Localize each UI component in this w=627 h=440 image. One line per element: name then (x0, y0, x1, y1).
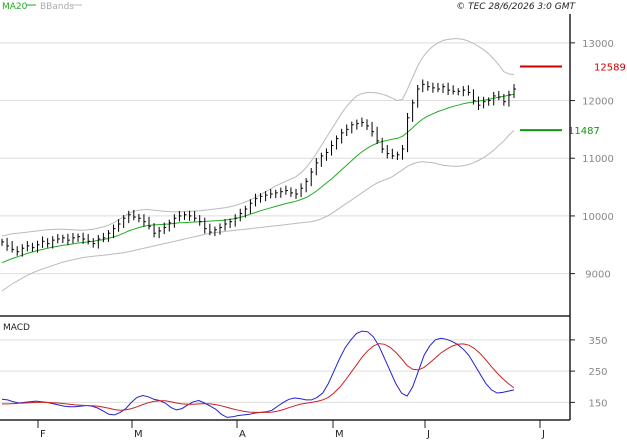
macd-ytick-label: 250 (588, 367, 607, 378)
macd-ytick-label: 150 (588, 398, 607, 409)
bollinger-bands (1, 38, 515, 292)
macd-lines (1, 330, 515, 418)
price-levels: 12589 11487 (520, 63, 626, 137)
price-bars (1, 79, 516, 257)
timestamp: © TEC 28/6/2026 3:0 GMT (456, 2, 576, 12)
price-ytick-label: 10000 (582, 212, 614, 223)
price-y-axis: 9000 10000 11000 12000 13000 (570, 39, 614, 281)
price-ytick-label: 12000 (582, 97, 614, 108)
resistance-level-label: 12589 (594, 63, 626, 74)
month-label: J (426, 429, 430, 440)
macd-y-axis: 150 250 350 (570, 336, 608, 409)
signal-polyline (2, 343, 515, 413)
month-label: M (335, 429, 344, 440)
price-ytick-label: 11000 (582, 154, 614, 165)
bb-lower-line (1, 130, 515, 292)
support-level-label: 11487 (568, 126, 600, 137)
legend-ma20: MA20 (2, 2, 28, 12)
ma20-line (1, 93, 515, 264)
legend-bbands: BBands (40, 2, 74, 12)
bb-upper-line (1, 38, 515, 237)
price-ytick-label: 9000 (585, 270, 610, 281)
macd-panel-title: MACD (3, 323, 30, 333)
month-label: J (541, 429, 545, 440)
month-label: F (40, 429, 46, 440)
macd-grid (0, 339, 570, 403)
month-label: A (239, 429, 246, 440)
price-ytick-label: 13000 (582, 39, 614, 50)
ma20-polyline (1, 93, 515, 264)
macd-ytick-label: 350 (588, 336, 607, 347)
month-label: M (134, 429, 143, 440)
